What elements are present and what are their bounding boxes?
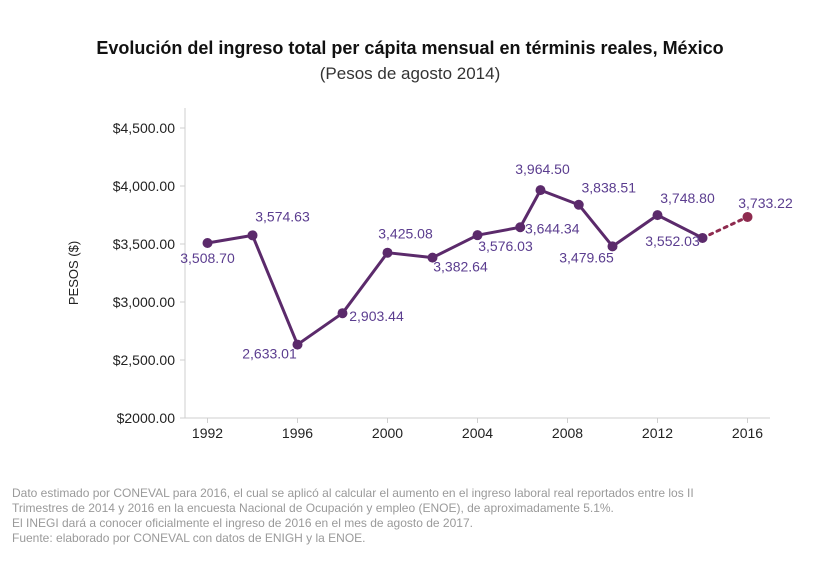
footnote-line: Trimestres de 2014 y 2016 en la encuesta… xyxy=(12,501,614,515)
x-tick-label: 2004 xyxy=(462,425,493,441)
data-label: 3,576.03 xyxy=(478,238,533,254)
data-point xyxy=(427,252,438,263)
y-tick-label: $2000.00 xyxy=(117,410,176,426)
data-point xyxy=(382,247,393,258)
data-label: 3,733.22 xyxy=(738,195,793,211)
chart-title: Evolución del ingreso total per cápita m… xyxy=(96,38,724,58)
footnotes: Dato estimado por CONEVAL para 2016, el … xyxy=(12,486,812,546)
x-tick-label: 2000 xyxy=(372,425,403,441)
y-tick-label: $3,000.00 xyxy=(113,294,175,310)
data-label: 2,633.01 xyxy=(242,346,297,362)
y-tick-label: $3,500.00 xyxy=(113,236,175,252)
data-label: 3,748.80 xyxy=(660,190,715,206)
data-point xyxy=(202,237,213,248)
y-tick-label: $4,500.00 xyxy=(113,120,175,136)
line-chart: $4,500.00 $4,000.00 $3,500.00 $3,000.00 $2,5… xyxy=(66,108,793,441)
x-tick-label: 1992 xyxy=(192,425,223,441)
data-point xyxy=(292,339,303,350)
data-point xyxy=(247,230,258,241)
data-point xyxy=(742,211,753,222)
data-label: 2,903.44 xyxy=(349,308,404,324)
chart-subtitle: (Pesos de agosto 2014) xyxy=(319,64,501,83)
data-point xyxy=(337,308,348,319)
data-label: 3,382.64 xyxy=(433,259,488,275)
data-label: 3,479.65 xyxy=(559,249,614,265)
data-point xyxy=(535,185,546,196)
data-point xyxy=(607,241,618,252)
y-tick-label: $4,000.00 xyxy=(113,178,175,194)
data-label: 3,425.08 xyxy=(378,226,433,242)
x-tick-label: 2016 xyxy=(732,425,763,441)
x-tick-label: 2012 xyxy=(642,425,673,441)
data-point xyxy=(697,232,708,243)
data-label: 3,644.34 xyxy=(525,220,580,236)
data-point xyxy=(472,230,483,241)
data-point xyxy=(652,210,663,221)
data-label: 3,574.63 xyxy=(255,208,310,224)
data-label: 3,964.50 xyxy=(515,161,570,177)
y-axis-label: PESOS ($) xyxy=(66,241,81,305)
y-tick-label: $2,500.00 xyxy=(113,352,175,368)
data-label: 3,838.51 xyxy=(582,180,637,196)
footnote-line: El INEGI dará a conocer oficialmente el … xyxy=(12,516,473,530)
data-label: 3,508.70 xyxy=(180,250,235,266)
data-label: 3,552.03 xyxy=(645,233,700,249)
x-tick-label: 2008 xyxy=(552,425,583,441)
estimate-series-line xyxy=(701,215,749,240)
data-point xyxy=(573,199,584,210)
x-tick-label: 1996 xyxy=(282,425,313,441)
data-point xyxy=(515,222,526,233)
footnote-line: Dato estimado por CONEVAL para 2016, el … xyxy=(12,486,694,500)
footnote-line: Fuente: elaborado por CONEVAL con datos … xyxy=(12,531,366,545)
